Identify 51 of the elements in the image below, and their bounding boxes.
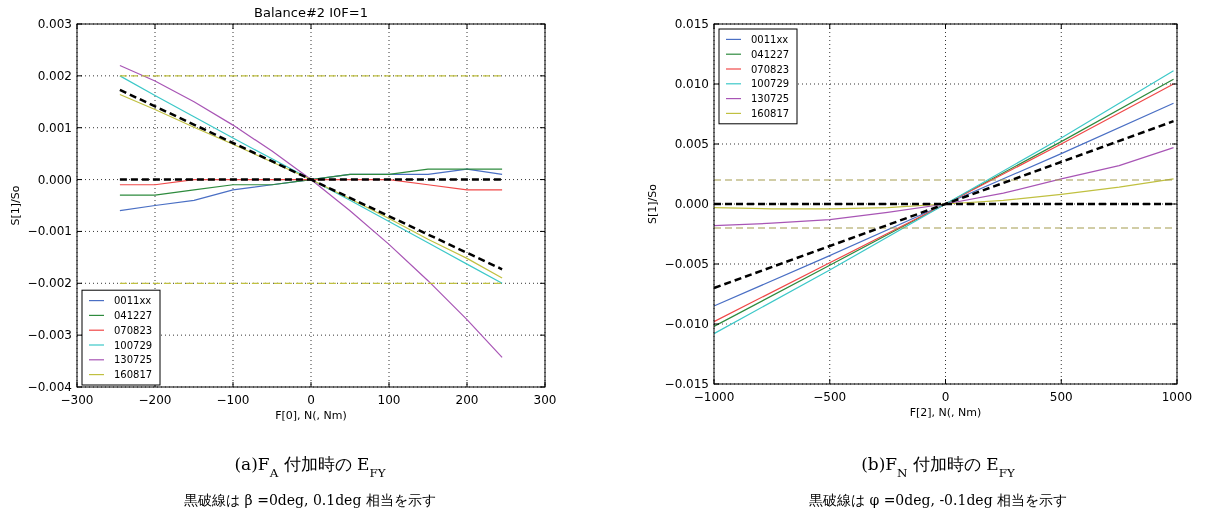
legend-label: 130725 — [114, 354, 153, 366]
y-axis-title: S[1]/So — [646, 183, 659, 224]
y-axis-title: S[1]/So — [9, 185, 22, 226]
y-tick-label: −0.015 — [664, 377, 709, 391]
y-tick-label: −0.003 — [27, 328, 72, 343]
x-tick-label: 200 — [455, 393, 479, 407]
y-tick-label: −0.001 — [27, 224, 72, 239]
x-axis-title: F[2], N(, Nm) — [909, 406, 982, 419]
text: (a)F$_{A}$ 付加時の E$_{FY}$ — [234, 454, 386, 480]
y-tick-label: −0.004 — [27, 380, 72, 394]
y-tick-label: −0.002 — [27, 276, 72, 291]
x-tick-label: 0 — [307, 393, 315, 407]
x-tick-label: 300 — [533, 393, 557, 407]
y-tick-label: 0.002 — [37, 68, 72, 83]
y-tick-label: 0.005 — [674, 137, 709, 151]
text: 黒破線は φ =0deg, -0.1deg 相当を示す — [808, 492, 1068, 508]
y-tick-label: 0.010 — [674, 77, 709, 91]
x-tick-label: 1000 — [1161, 390, 1193, 404]
legend-label: 070823 — [114, 324, 153, 336]
chart-title: Balance#2 I0F=1 — [254, 5, 368, 20]
y-tick-label: −0.010 — [664, 317, 709, 331]
x-tick-label: −100 — [216, 393, 250, 407]
y-tick-label: 0.000 — [674, 197, 709, 211]
line-series — [713, 178, 1175, 210]
legend-label: 070823 — [751, 63, 790, 75]
x-tick-label: 0 — [941, 390, 950, 404]
legend-label: 100729 — [751, 78, 790, 90]
x-tick-label: −200 — [138, 393, 172, 407]
legend-label: 0011xx — [751, 33, 789, 45]
legend-label: 160817 — [751, 107, 790, 119]
legend-label: 041227 — [751, 48, 790, 60]
x-tick-label: 100 — [377, 393, 401, 407]
x-tick-label: −1000 — [693, 390, 735, 404]
y-tick-label: 0.001 — [37, 120, 72, 135]
x-tick-label: 500 — [1049, 390, 1073, 404]
y-tick-label: 0.003 — [37, 17, 72, 31]
text: (b)F$_{N}$ 付加時の E$_{FY}$ — [861, 454, 1015, 480]
legend-label: 100729 — [114, 339, 153, 351]
y-tick-label: 0.000 — [37, 172, 72, 187]
legend-label: 160817 — [114, 369, 153, 381]
line-series — [119, 168, 503, 196]
legend-label: 0011xx — [114, 295, 152, 307]
legend-label: 130725 — [751, 93, 790, 105]
x-tick-label: −300 — [60, 393, 94, 407]
x-axis-title: F[0], N(, Nm) — [275, 409, 347, 422]
y-tick-label: 0.015 — [674, 17, 709, 31]
legend-label: 041227 — [114, 309, 153, 321]
y-tick-label: −0.005 — [664, 257, 709, 271]
x-tick-label: −500 — [813, 390, 847, 404]
line-series — [713, 147, 1175, 227]
text: 黒破線は β =0deg, 0.1deg 相当を示す — [184, 492, 436, 508]
